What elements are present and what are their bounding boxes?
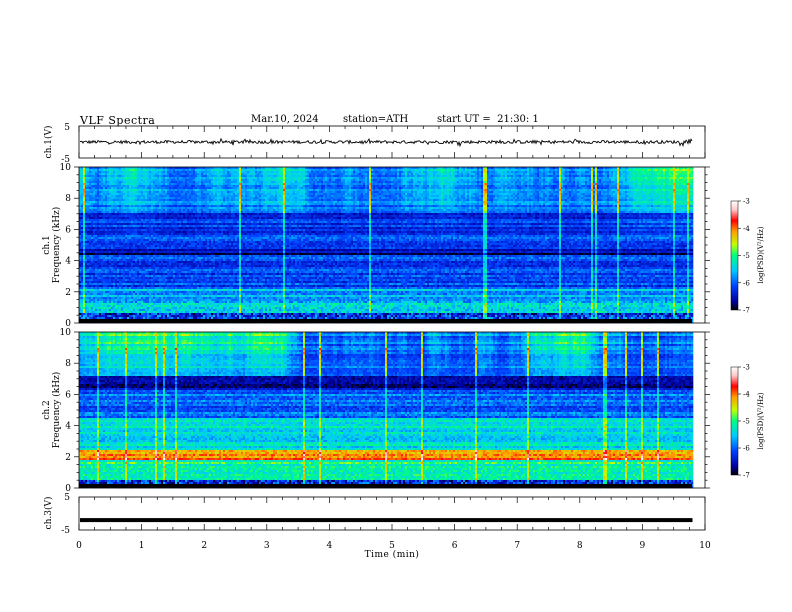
ch2-spec-label-channel: ch.2 (42, 400, 52, 419)
colorbar-tick-label: -6 (743, 445, 750, 453)
time-tick-label: 1 (139, 541, 145, 551)
ch3-ytick-bottom: -5 (61, 526, 70, 536)
time-tick-label: 9 (640, 541, 646, 551)
ch3-panel: 5 -5 ch.3(V) 0 1 2 3 4 5 6 7 8 9 10 Time (min) (43, 493, 711, 560)
time-tick-label: 6 (452, 541, 458, 551)
ch1-panel: 5 -5 ch.1(V) (43, 123, 705, 165)
ch1-colorbar-label: log(PSD)(V²/Hz) (757, 226, 765, 283)
colorbar-tick-label: -6 (743, 279, 750, 287)
colorbar-tick-label: -4 (743, 391, 750, 399)
ch2-colorbar-ticks: -3 -4 -5 -6 -7 (738, 364, 750, 480)
ch3-x-ticks (79, 497, 705, 530)
ch1-spec-ylabel: Frequency (kHz) (51, 207, 62, 284)
ch3-ylabel: ch.3(V) (43, 497, 54, 530)
time-tick-label: 3 (264, 541, 270, 551)
time-tick-label: 10 (699, 541, 711, 551)
ch2-spec-ylabel: Frequency (kHz) (51, 372, 62, 449)
freq-tick-label: 2 (65, 288, 71, 298)
ch1-ytick-top: 5 (64, 123, 70, 133)
time-axis-label: Time (min) (365, 549, 420, 560)
colorbar-tick-label: -7 (743, 472, 750, 480)
ch1-ylabel: ch.1(V) (43, 126, 54, 159)
colorbar-tick-label: -5 (743, 252, 750, 260)
freq-tick-label: 10 (60, 163, 72, 173)
colorbar-tick-label: -7 (743, 307, 750, 315)
freq-tick-label: 8 (65, 194, 71, 204)
ch1-colorbar (731, 201, 738, 310)
colorbar-tick-label: -3 (743, 364, 750, 372)
time-tick-label: 8 (577, 541, 583, 551)
freq-tick-label: 10 (60, 328, 72, 338)
ch1-spec-label-channel: ch.1 (42, 235, 52, 254)
time-tick-label: 4 (327, 541, 333, 551)
ch2-colorbar (731, 367, 738, 475)
colorbar-tick-label: -5 (743, 418, 750, 426)
time-tick-label: 7 (514, 541, 520, 551)
freq-tick-label: 8 (65, 359, 71, 369)
time-tick-label: 2 (201, 541, 207, 551)
ch1-colorbar-ticks: -3 -4 -5 -6 -7 (738, 198, 750, 315)
ch2-colorbar-label: log(PSD)(V²/Hz) (757, 392, 765, 449)
ch3-ytick-top: 5 (64, 493, 70, 503)
ch3-waveform-line (80, 518, 693, 522)
colorbar-tick-label: -4 (743, 225, 750, 233)
freq-tick-label: 6 (65, 390, 71, 400)
ch1-spectrogram-image (79, 167, 693, 323)
freq-tick-label: 4 (65, 422, 71, 432)
colorbar-tick-label: -3 (743, 198, 750, 206)
time-tick-label: 0 (76, 541, 82, 551)
freq-tick-label: 6 (65, 225, 71, 235)
ch2-spectrogram-image (79, 332, 693, 488)
freq-tick-label: 2 (65, 453, 71, 463)
freq-tick-label: 4 (65, 257, 71, 267)
ch1-waveform-line (80, 139, 692, 146)
